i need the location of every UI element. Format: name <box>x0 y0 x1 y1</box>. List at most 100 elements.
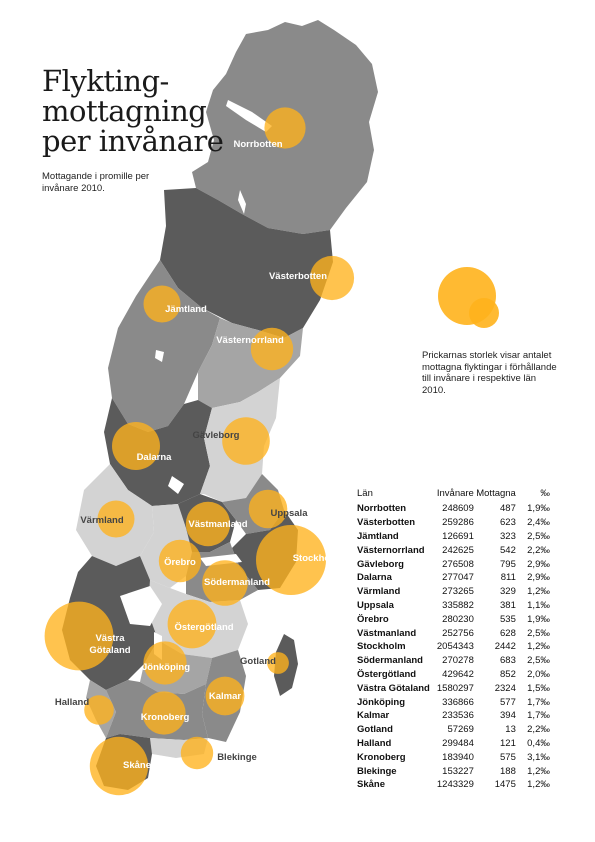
dot-gotland <box>267 652 289 674</box>
lake-shape <box>120 586 162 626</box>
cell-rec: 795 <box>500 558 516 570</box>
dot-västerbotten <box>309 255 355 301</box>
dot-kalmar <box>205 676 245 716</box>
cell-lan: Västernorrland <box>357 544 425 556</box>
label-västerbotten: Västerbotten <box>269 271 327 282</box>
cell-rec: 2442 <box>494 641 516 653</box>
cell-lan: Halland <box>357 737 392 749</box>
cell-rec: 13 <box>505 724 516 736</box>
cell-lan: Norrbotten <box>357 503 407 515</box>
cell-lan: Stockholm <box>357 641 406 653</box>
cell-rec: 623 <box>500 517 516 529</box>
cell-lan: Örebro <box>357 613 389 625</box>
cell-pm: 1,5‰ <box>527 682 550 694</box>
dots <box>44 107 355 796</box>
cell-lan: Blekinge <box>357 765 397 777</box>
title-line-3: per invånare <box>42 124 224 158</box>
cell-pm: 2,5‰ <box>527 655 550 667</box>
cell-lan: Dalarna <box>357 572 392 584</box>
label-skåne: Skåne <box>123 760 151 771</box>
cell-pop: 336866 <box>442 696 474 708</box>
cell-lan: Gävleborg <box>357 558 404 570</box>
page-title: Flykting- mottagning per invånare <box>42 64 224 158</box>
dot-västra-götaland <box>44 601 114 671</box>
title-line-2: mottagning <box>42 94 207 128</box>
dot-värmland <box>97 500 135 538</box>
cell-lan: Västra Götaland <box>357 682 430 694</box>
cell-pm: 2,0‰ <box>527 668 550 680</box>
cell-pop: 183940 <box>442 751 474 763</box>
cell-rec: 2324 <box>494 682 516 694</box>
cell-pm: 3,1‰ <box>527 751 550 763</box>
cell-pop: 299484 <box>442 737 474 749</box>
header-lan: Län <box>357 488 373 499</box>
table-row: Blekinge 153227 188 1,2‰ <box>357 764 550 778</box>
table-row: Örebro 280230 535 1,9‰ <box>357 612 550 626</box>
cell-pm: 1,2‰ <box>527 765 550 777</box>
label-södermanland: Södermanland <box>204 577 270 588</box>
cell-pm: 1,1‰ <box>527 599 550 611</box>
cell-lan: Västmanland <box>357 627 417 639</box>
label-norrbotten: Norrbotten <box>233 139 282 150</box>
cell-pop: 57269 <box>447 724 474 736</box>
label-stockholm: Stockholm <box>293 553 342 564</box>
region-vasterbotten <box>160 188 333 338</box>
cell-rec: 542 <box>500 544 516 556</box>
cell-rec: 628 <box>500 627 516 639</box>
label-västernorrland: Västernorrland <box>216 335 284 346</box>
dot-gävleborg <box>222 417 270 465</box>
cell-pop: 259286 <box>442 517 474 529</box>
table-header-row: Län Invånare Mottagna ‰ <box>357 487 550 502</box>
cell-pop: 335882 <box>442 599 474 611</box>
table-row: Uppsala 335882 381 1,1‰ <box>357 599 550 613</box>
table-row: Kalmar 233536 394 1,7‰ <box>357 709 550 723</box>
dot-norrbotten <box>264 107 306 149</box>
cell-lan: Jönköping <box>357 696 406 708</box>
cell-pm: 2,2‰ <box>527 724 550 736</box>
dot-halland <box>84 695 114 725</box>
cell-pm: 2,5‰ <box>527 627 550 639</box>
dot-dalarna <box>112 422 160 470</box>
table-row: Västernorrland 242625 542 2,2‰ <box>357 543 550 557</box>
cell-pop: 1580297 <box>436 682 474 694</box>
label-östergötland: Östergötland <box>174 622 233 633</box>
cell-pop: 126691 <box>442 530 474 542</box>
dot-blekinge <box>180 736 214 770</box>
table-row: Västerbotten 259286 623 2,4‰ <box>357 516 550 530</box>
cell-pop: 429642 <box>442 668 474 680</box>
cell-pop: 276508 <box>442 558 474 570</box>
cell-pm: 1,2‰ <box>527 641 550 653</box>
table-row: Halland 299484 121 0,4‰ <box>357 737 550 751</box>
dot-kronoberg <box>142 691 186 735</box>
dot-södermanland <box>202 560 248 606</box>
label-kalmar: Kalmar <box>209 691 242 702</box>
cell-lan: Uppsala <box>357 599 394 611</box>
lake-shape <box>238 190 246 214</box>
table-row: Dalarna 277047 811 2,9‰ <box>357 571 550 585</box>
cell-pop: 252756 <box>442 627 474 639</box>
title-line-1: Flykting- <box>42 64 169 98</box>
subtitle: Mottagande i promille per invånare 2010. <box>42 171 150 194</box>
cell-pm: 1,7‰ <box>527 710 550 722</box>
label-värmland: Värmland <box>80 515 123 526</box>
table-row: Skåne 1243329 1475 1,2‰ <box>357 778 550 792</box>
cell-rec: 323 <box>500 530 516 542</box>
cell-lan: Kalmar <box>357 710 390 722</box>
cell-lan: Värmland <box>357 586 401 598</box>
cell-lan: Södermanland <box>357 655 423 667</box>
label-dalarna: Dalarna <box>137 452 173 463</box>
cell-rec: 811 <box>500 572 516 584</box>
dot-västernorrland <box>250 327 294 371</box>
cell-pop: 270278 <box>442 655 474 667</box>
table-body: Norrbotten 248609 487 1,9‰ Västerbotten 25928… <box>357 502 550 792</box>
table-row: Norrbotten 248609 487 1,9‰ <box>357 502 550 516</box>
cell-pop: 248609 <box>442 503 474 515</box>
dot-jämtland <box>143 285 181 323</box>
label-västra-götaland: Västra Götaland <box>89 633 130 656</box>
table-row: Östergötland 429642 852 2,0‰ <box>357 668 550 682</box>
cell-pm: 2,4‰ <box>527 517 550 529</box>
cell-lan: Östergötland <box>357 668 417 680</box>
header-received: Mottagna <box>476 488 516 499</box>
cell-rec: 683 <box>500 655 516 667</box>
